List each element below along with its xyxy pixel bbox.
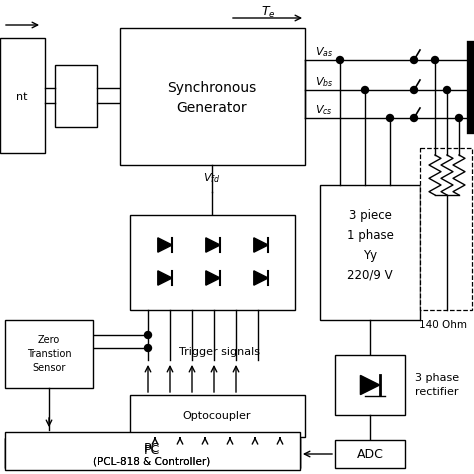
Bar [130,215,295,310]
Bar [120,28,305,165]
Text: $V_{as}$: $V_{as}$ [315,45,333,59]
Text: $T_e$: $T_e$ [261,4,275,19]
Bar [55,65,97,127]
Bar [0,38,45,153]
Polygon shape [254,271,268,285]
Circle shape [410,56,418,64]
Text: Transtion: Transtion [27,349,71,359]
Text: 3 phase: 3 phase [415,373,459,383]
Text: (PCL-818 & Controller): (PCL-818 & Controller) [93,457,210,467]
Text: 140 Ohm: 140 Ohm [419,320,467,330]
Text: Zero: Zero [38,335,60,345]
Bar [5,320,93,388]
Polygon shape [254,238,268,252]
Text: Yy: Yy [363,248,377,262]
Polygon shape [158,271,172,285]
Circle shape [145,345,152,352]
Bar [5,438,300,468]
Polygon shape [206,238,220,252]
Bar [5,438,300,468]
Text: Sensor: Sensor [32,363,66,373]
Bar [335,440,405,468]
Text: (PCL-818 & Controller): (PCL-818 & Controller) [93,457,210,467]
Bar [130,395,305,437]
Bar [335,355,405,415]
Circle shape [431,56,438,64]
Circle shape [410,115,418,121]
Text: PC: PC [144,444,160,456]
Text: $V_{bs}$: $V_{bs}$ [315,75,333,89]
Circle shape [145,331,152,338]
Circle shape [456,115,463,121]
Text: PC: PC [144,441,160,455]
Circle shape [337,56,344,64]
Polygon shape [158,238,172,252]
Circle shape [444,86,450,93]
Polygon shape [206,271,220,285]
Text: Synchronous: Synchronous [167,81,256,95]
Text: 1 phase: 1 phase [346,228,393,241]
Polygon shape [360,375,380,394]
Text: $V_{fd}$: $V_{fd}$ [203,171,221,185]
Bar [5,432,300,470]
Text: 3 piece: 3 piece [348,209,392,221]
Circle shape [410,86,418,93]
Text: nt: nt [16,92,28,102]
Text: rectifier: rectifier [415,387,458,397]
Bar [320,185,420,320]
Circle shape [362,86,368,93]
Text: 220/9 V: 220/9 V [347,268,393,282]
Bar [420,148,472,310]
Circle shape [386,115,393,121]
Text: $V_{cs}$: $V_{cs}$ [315,103,333,117]
Text: Trigger signals: Trigger signals [180,347,261,357]
Text: Generator: Generator [177,101,247,115]
Text: Optocoupler: Optocoupler [183,411,251,421]
Text: ADC: ADC [356,447,383,461]
